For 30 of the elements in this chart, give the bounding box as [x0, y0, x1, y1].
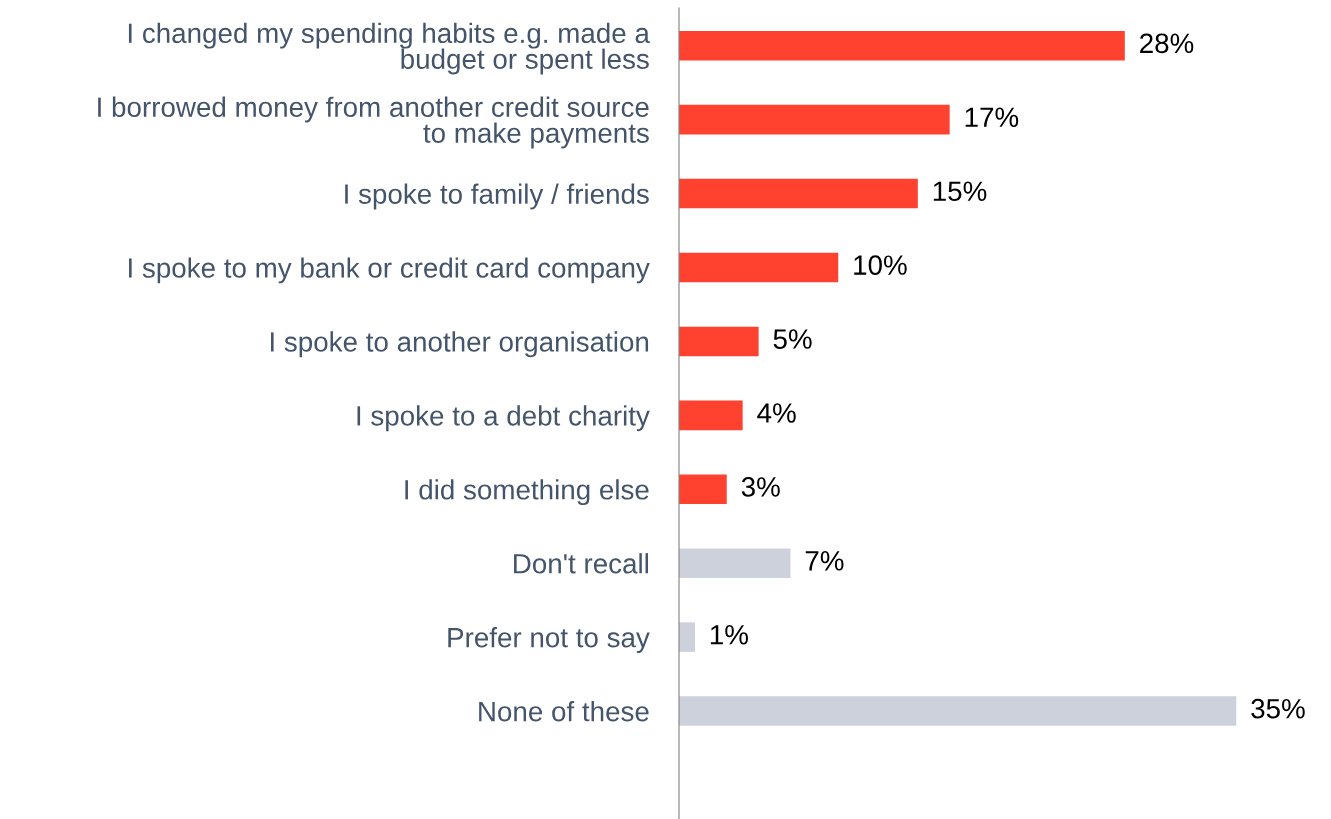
y-tick-label: I spoke to my bank or credit card company: [129, 257, 650, 284]
data-label: 28%: [1140, 33, 1194, 54]
bar: [679, 104, 950, 135]
data-label: 17%: [965, 107, 1019, 127]
y-tick-label: I borrowed money from another credit source to make payments: [98, 96, 649, 149]
bar: [679, 622, 695, 652]
data-label: 1%: [710, 625, 748, 645]
y-tick-label: I spoke to another organisation: [271, 331, 649, 358]
y-tick-label: Don't recall: [514, 553, 648, 574]
y-tick-label: I changed my spending habits e.g. made a budget or spent less: [128, 22, 650, 75]
bar: [679, 30, 1125, 61]
bar: [679, 474, 727, 505]
data-label: 35%: [1251, 698, 1305, 719]
bar: [679, 400, 743, 431]
y-tick-label: I spoke to family / friends: [345, 183, 649, 210]
data-label: 7%: [805, 551, 844, 571]
bar: [679, 548, 791, 578]
bar: [679, 252, 839, 283]
data-label: 15%: [933, 181, 987, 202]
bar: [679, 178, 918, 209]
data-label: 3%: [741, 477, 780, 497]
y-tick-label: I spoke to a debt charity: [357, 405, 650, 432]
y-tick-label: Prefer not to say: [448, 627, 650, 653]
bar: [679, 326, 759, 357]
data-label: 4%: [757, 403, 796, 423]
bar: [679, 696, 1237, 726]
data-label: 10%: [854, 255, 907, 275]
y-tick-label: None of these: [479, 701, 649, 722]
y-tick-label: I did something else: [405, 479, 649, 506]
data-label: 5%: [773, 329, 812, 349]
